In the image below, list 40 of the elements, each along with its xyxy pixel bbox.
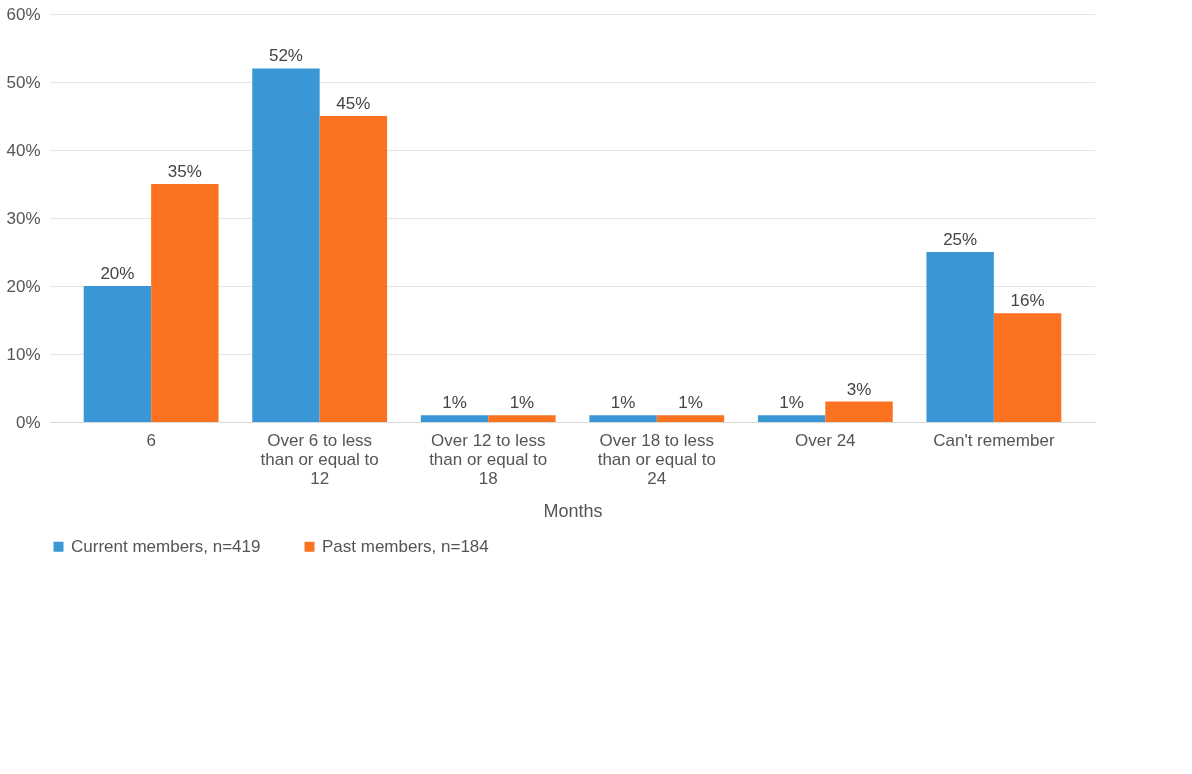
x-tick-label: 6 <box>146 430 156 450</box>
bar <box>319 116 388 422</box>
bar <box>420 415 489 422</box>
bar <box>83 286 152 422</box>
y-tick-label: 50% <box>6 72 41 92</box>
y-tick-label: 60% <box>6 4 41 24</box>
data-label: 45% <box>336 94 371 113</box>
bar <box>151 184 219 422</box>
data-label: 52% <box>268 46 303 66</box>
data-label: 20% <box>100 264 135 283</box>
x-tick-label: Over 6 to less than or equal to 12 <box>260 430 379 488</box>
bar <box>488 415 556 422</box>
data-label: 1% <box>610 393 636 413</box>
y-tick-label: 40% <box>6 140 41 160</box>
data-label: 1% <box>509 393 535 413</box>
bar <box>252 68 320 422</box>
x-axis-title: Months <box>543 500 603 521</box>
bar <box>757 415 826 422</box>
data-label: 1% <box>678 393 703 413</box>
legend-label: Current members, n=419 <box>71 536 261 556</box>
y-tick-label: 30% <box>6 208 41 228</box>
bar <box>926 252 994 422</box>
x-tick-label: Over 18 to less than or equal to 24 <box>597 430 716 488</box>
y-tick-label: 20% <box>6 276 41 296</box>
data-label: 1% <box>779 393 804 413</box>
bar <box>825 401 893 422</box>
y-tick-label: 10% <box>6 344 41 364</box>
x-tick-label: Can't remember <box>933 430 1055 450</box>
data-label: 16% <box>1010 291 1045 311</box>
data-label: 1% <box>442 393 467 413</box>
bar <box>993 313 1062 422</box>
y-tick-label: 0% <box>15 412 41 432</box>
bar <box>589 415 657 422</box>
data-label: 35% <box>167 162 202 181</box>
data-label: 3% <box>846 379 872 399</box>
bar <box>656 415 725 422</box>
x-tick-label: Over 24 <box>795 430 856 450</box>
legend-label: Past members, n=184 <box>322 536 489 556</box>
data-label: 25% <box>943 230 978 249</box>
x-tick-label: Over 12 to less than or equal to 18 <box>429 430 548 488</box>
